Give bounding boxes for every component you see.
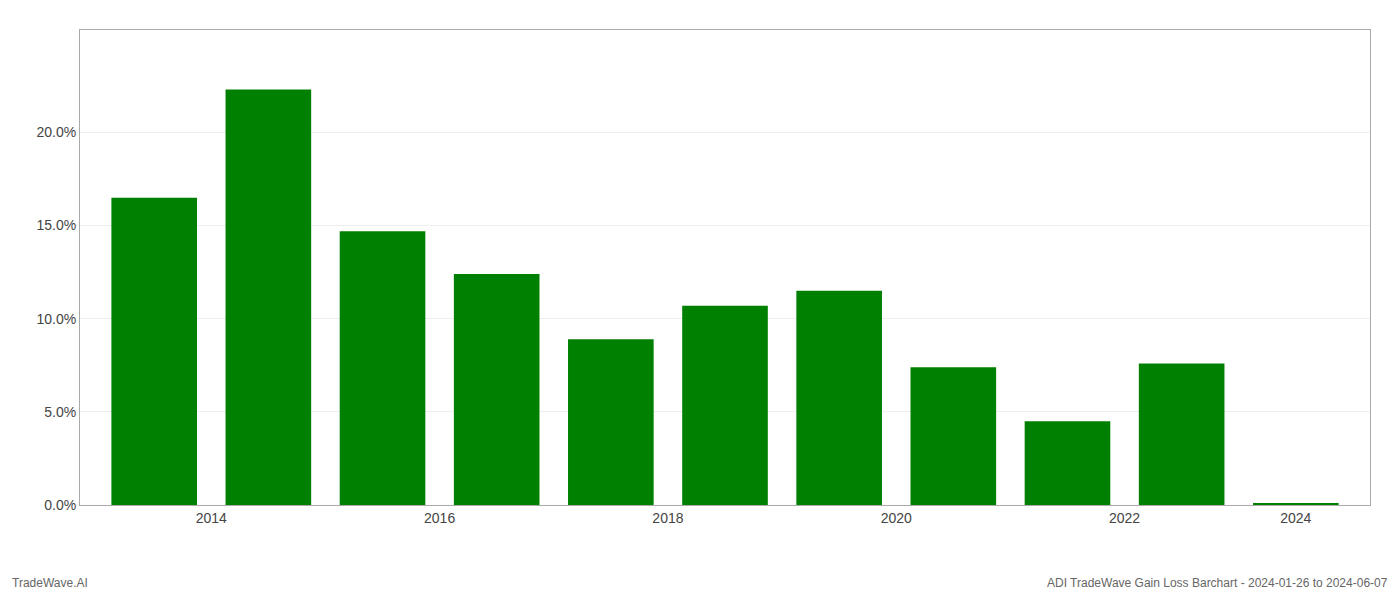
svg-text:2020: 2020 [881, 510, 912, 526]
svg-text:2024: 2024 [1280, 510, 1311, 526]
svg-text:ADI TradeWave Gain Loss Barcha: ADI TradeWave Gain Loss Barchart - 2024-… [1047, 576, 1388, 590]
svg-text:2018: 2018 [652, 510, 683, 526]
svg-text:15.0%: 15.0% [36, 217, 76, 233]
svg-text:0.0%: 0.0% [44, 497, 76, 513]
svg-text:2014: 2014 [196, 510, 227, 526]
svg-text:5.0%: 5.0% [44, 404, 76, 420]
svg-text:2016: 2016 [424, 510, 455, 526]
svg-text:TradeWave.AI: TradeWave.AI [12, 576, 88, 590]
svg-text:2022: 2022 [1109, 510, 1140, 526]
svg-text:20.0%: 20.0% [36, 124, 76, 140]
svg-text:10.0%: 10.0% [36, 311, 76, 327]
